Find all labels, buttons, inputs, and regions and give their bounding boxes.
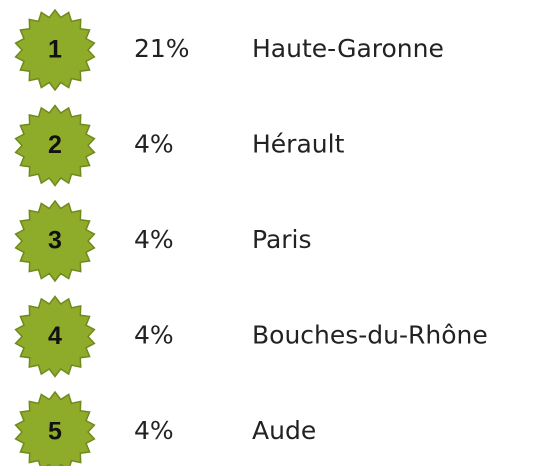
region-name: Paris bbox=[252, 225, 312, 254]
rank-badge bbox=[14, 8, 96, 92]
share: 4% bbox=[134, 225, 174, 254]
list-row: 2 4% Hérault bbox=[14, 104, 345, 187]
list-row: 3 4% Paris bbox=[14, 199, 312, 283]
rank-badge bbox=[14, 390, 96, 466]
rank-number: 4 bbox=[48, 322, 62, 350]
region-name: Haute-Garonne bbox=[252, 34, 444, 63]
share: 4% bbox=[134, 321, 174, 350]
rank-badge bbox=[14, 199, 96, 283]
rank-number: 2 bbox=[48, 131, 62, 159]
region-name: Bouches-du-Rhône bbox=[252, 321, 488, 350]
share: 4% bbox=[134, 416, 174, 445]
region-name: Aude bbox=[252, 416, 316, 445]
rank-number: 5 bbox=[48, 418, 62, 446]
share: 21% bbox=[134, 34, 190, 63]
rank-number: 3 bbox=[48, 227, 62, 255]
list-row: 4 4% Bouches-du-Rhône bbox=[14, 295, 488, 378]
rank-badge bbox=[14, 295, 96, 378]
list-row: 5 4% Aude bbox=[14, 390, 316, 466]
rank-number: 1 bbox=[48, 36, 62, 64]
region-name: Hérault bbox=[252, 130, 345, 159]
rank-badge bbox=[14, 104, 96, 187]
list-row: 1 21% Haute-Garonne bbox=[14, 8, 444, 92]
share: 4% bbox=[134, 130, 174, 159]
